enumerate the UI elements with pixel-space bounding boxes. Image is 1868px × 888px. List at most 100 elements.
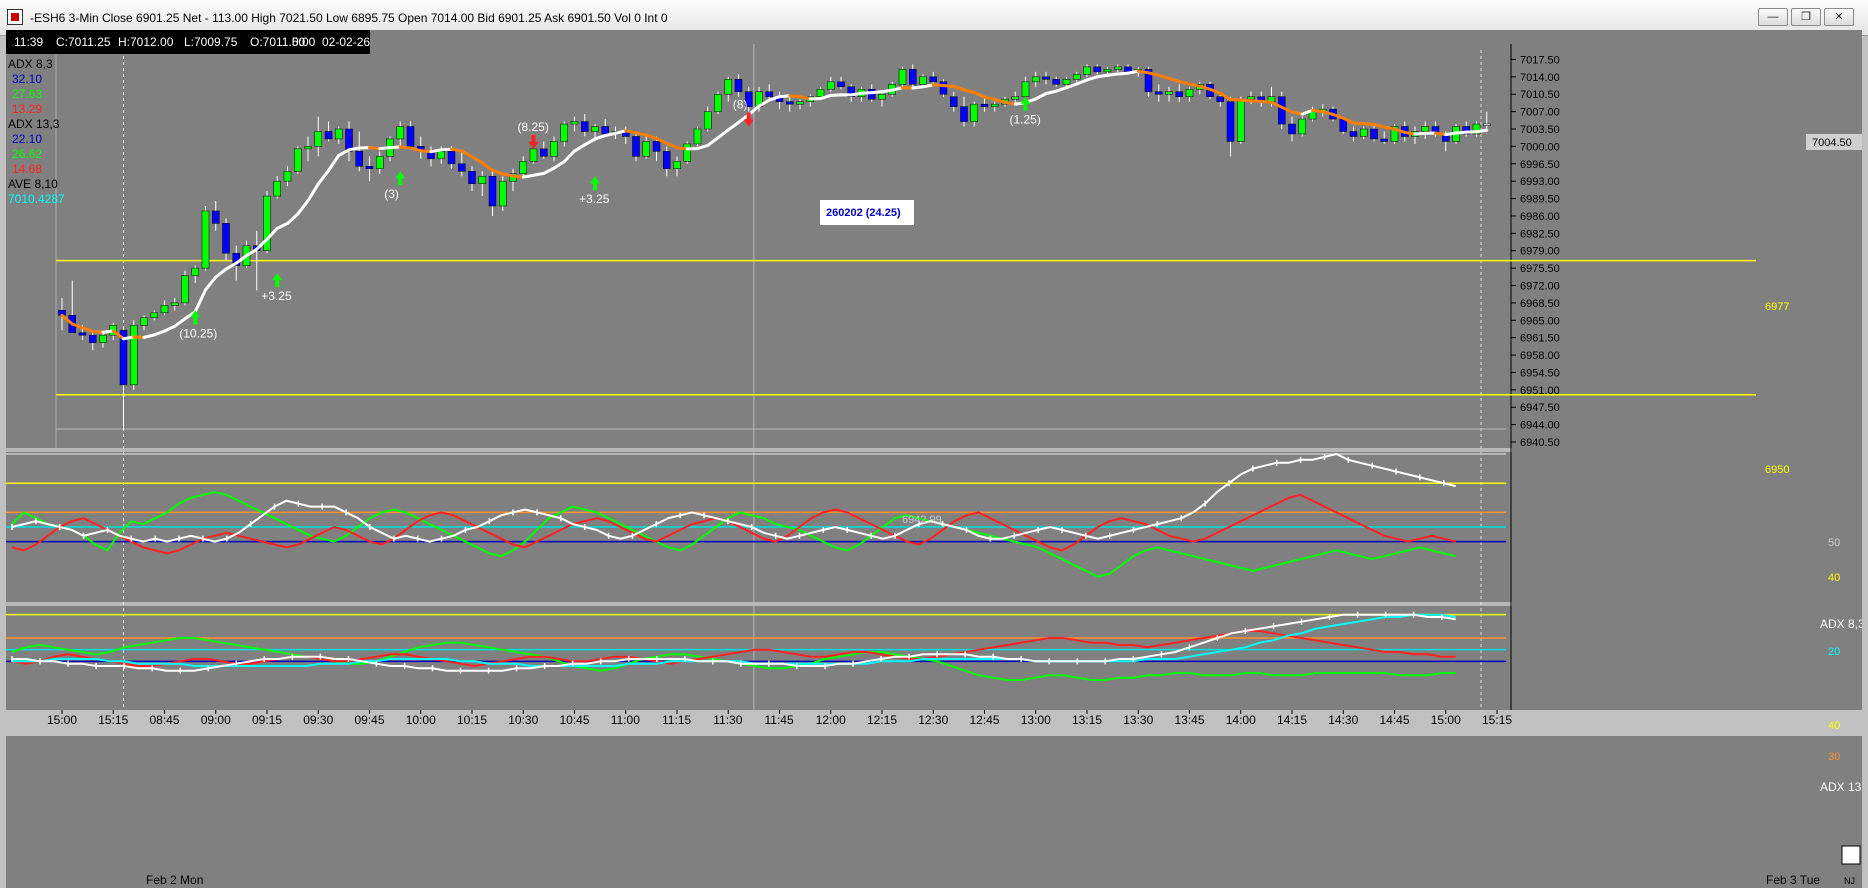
candle[interactable] — [837, 76, 845, 90]
candle[interactable] — [1472, 121, 1481, 137]
corner-box[interactable] — [1841, 845, 1861, 865]
candle[interactable] — [919, 74, 927, 87]
candle[interactable] — [1052, 76, 1060, 87]
candle[interactable] — [560, 121, 568, 147]
trade-annotation[interactable]: (1.25) — [1010, 96, 1041, 127]
candle[interactable] — [212, 201, 220, 231]
candle[interactable] — [1360, 126, 1368, 139]
candle[interactable] — [1083, 64, 1091, 77]
candle[interactable] — [827, 76, 835, 92]
candle[interactable] — [201, 206, 210, 271]
candle[interactable] — [1155, 84, 1163, 102]
candle[interactable] — [468, 166, 476, 192]
candle[interactable] — [909, 64, 917, 87]
trade-annotation[interactable]: +3.25 — [579, 176, 610, 206]
candle[interactable] — [478, 171, 486, 197]
candle[interactable] — [550, 136, 558, 162]
candle[interactable] — [99, 332, 107, 348]
candle[interactable] — [1185, 86, 1194, 102]
candle[interactable] — [939, 79, 948, 97]
trade-annotation[interactable]: (8) — [733, 98, 754, 127]
candle[interactable] — [1462, 121, 1470, 137]
candle[interactable] — [406, 121, 415, 149]
candle[interactable] — [704, 106, 712, 132]
adx-panel-1[interactable] — [6, 452, 1506, 578]
candle[interactable] — [1114, 64, 1122, 72]
trade-annotation[interactable]: +3.25 — [261, 273, 292, 303]
candle[interactable] — [222, 218, 230, 261]
candle[interactable] — [1237, 96, 1245, 144]
candle[interactable] — [878, 91, 886, 107]
candle[interactable] — [724, 76, 732, 102]
candle[interactable] — [519, 156, 527, 177]
candle[interactable] — [683, 141, 691, 164]
candle[interactable] — [1042, 71, 1050, 85]
candle[interactable] — [581, 114, 589, 137]
candle[interactable] — [950, 91, 958, 112]
candle[interactable] — [540, 141, 548, 159]
candle[interactable] — [171, 297, 179, 311]
candle[interactable] — [324, 121, 333, 142]
candle[interactable] — [89, 330, 97, 351]
candle[interactable] — [765, 84, 773, 100]
candle[interactable] — [847, 84, 855, 102]
trade-annotation[interactable]: (10.25) — [179, 310, 217, 340]
candle[interactable] — [376, 151, 384, 174]
candle[interactable] — [642, 136, 650, 159]
candle[interactable] — [734, 74, 743, 97]
candle[interactable] — [335, 126, 343, 144]
restore-button[interactable]: ❐ — [1791, 8, 1821, 26]
candle[interactable] — [1370, 124, 1378, 142]
candle[interactable] — [693, 126, 702, 147]
candle[interactable] — [283, 166, 292, 187]
candle[interactable] — [160, 300, 169, 316]
candle[interactable] — [652, 136, 661, 162]
candle[interactable] — [119, 327, 128, 430]
candle[interactable] — [294, 146, 302, 174]
candle[interactable] — [1062, 76, 1071, 87]
candle[interactable] — [1288, 116, 1296, 142]
chart-window[interactable]: (10.25) +3.25 (3) (8.25) +3.25 (8) (1.25) 7017… — [6, 30, 1862, 888]
candle[interactable] — [140, 315, 148, 331]
close-button[interactable]: ✕ — [1824, 8, 1854, 26]
candle[interactable] — [1390, 124, 1399, 144]
candle[interactable] — [714, 91, 722, 115]
candle[interactable] — [601, 119, 609, 137]
candle[interactable] — [570, 116, 579, 132]
candle[interactable] — [1483, 111, 1491, 130]
candle[interactable] — [1349, 126, 1358, 142]
candle[interactable] — [745, 86, 753, 112]
candle[interactable] — [1073, 71, 1081, 82]
candle[interactable] — [1278, 91, 1286, 130]
candle[interactable] — [929, 71, 937, 85]
candle[interactable] — [663, 146, 671, 177]
candle[interactable] — [130, 320, 138, 390]
candle[interactable] — [960, 96, 968, 127]
candle[interactable] — [304, 136, 312, 162]
candle[interactable] — [1421, 121, 1429, 139]
candle[interactable] — [529, 146, 538, 164]
price-panel[interactable]: (10.25) +3.25 (3) (8.25) +3.25 (8) (1.25) — [56, 64, 1756, 430]
candle[interactable] — [365, 156, 374, 182]
candle[interactable] — [1032, 71, 1040, 87]
candle[interactable] — [1011, 91, 1019, 105]
candle[interactable] — [499, 176, 507, 211]
candle[interactable] — [1165, 86, 1173, 102]
candle[interactable] — [181, 270, 189, 306]
candle[interactable] — [314, 116, 322, 157]
candle[interactable] — [991, 101, 999, 112]
candle[interactable] — [150, 310, 158, 321]
candle[interactable] — [191, 265, 199, 284]
candle[interactable] — [1093, 64, 1101, 75]
candle[interactable] — [898, 66, 907, 87]
chart-canvas[interactable]: (10.25) +3.25 (3) (8.25) +3.25 (8) (1.25) 7017… — [6, 30, 1862, 888]
minimize-button[interactable]: — — [1758, 8, 1788, 26]
info-box[interactable] — [820, 200, 914, 225]
candle[interactable] — [488, 171, 497, 216]
candle[interactable] — [458, 151, 466, 177]
candle[interactable] — [1298, 116, 1306, 137]
candle[interactable] — [786, 96, 794, 112]
candle[interactable] — [396, 121, 404, 147]
candle[interactable] — [970, 101, 978, 127]
candle[interactable] — [355, 131, 363, 172]
